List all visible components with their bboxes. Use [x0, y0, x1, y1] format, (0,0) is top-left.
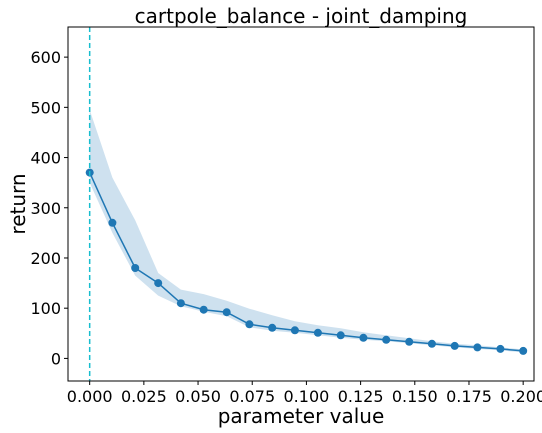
data-point — [313, 328, 322, 337]
x-tick-label: 0.200 — [500, 387, 542, 406]
data-point — [519, 346, 528, 355]
data-point — [131, 264, 140, 272]
x-tick-label: 0.075 — [229, 387, 275, 406]
data-point — [199, 305, 208, 314]
x-axis-label: parameter value — [218, 404, 385, 428]
data-point — [336, 331, 345, 340]
series-points-layer — [85, 168, 528, 355]
data-point — [222, 308, 231, 317]
x-tick-label: 0.100 — [284, 387, 330, 406]
y-axis-label: return — [6, 173, 30, 234]
x-tick-label: 0.125 — [338, 387, 384, 406]
y-tick-label: 400 — [30, 149, 61, 168]
x-tick-label: 0.175 — [446, 387, 492, 406]
y-tick-label: 100 — [30, 299, 61, 318]
data-point — [359, 333, 368, 342]
confidence-band — [89, 109, 524, 353]
data-point — [450, 341, 459, 350]
x-tick-label: 0.150 — [392, 387, 438, 406]
data-point — [245, 320, 254, 329]
x-tick-label: 0.050 — [175, 387, 221, 406]
y-tick-label: 300 — [30, 199, 61, 218]
data-point — [473, 343, 482, 352]
chart-title: cartpole_balance - joint_damping — [135, 4, 468, 28]
confidence-band-layer — [89, 109, 524, 353]
y-tick-label: 600 — [30, 48, 61, 67]
data-point — [290, 326, 299, 335]
data-point — [108, 218, 117, 227]
y-tick-label: 0 — [51, 349, 61, 368]
x-ticks: 0.000 0.025 0.050 0.075 0.100 0.125 0.150 0.175… — [67, 381, 542, 406]
x-tick-label: 0.025 — [121, 387, 167, 406]
y-tick-label: 500 — [30, 98, 61, 117]
data-point — [176, 299, 185, 308]
data-point — [496, 344, 505, 353]
data-point — [268, 323, 277, 332]
x-tick-label: 0.000 — [67, 387, 113, 406]
y-tick-label: 200 — [30, 249, 61, 268]
data-point — [427, 339, 436, 348]
plot-frame — [67, 26, 535, 382]
data-point — [154, 279, 163, 288]
data-point — [405, 337, 414, 346]
y-ticks: 0 100 200 300 400 500 600 — [30, 48, 68, 368]
data-point — [382, 335, 391, 344]
